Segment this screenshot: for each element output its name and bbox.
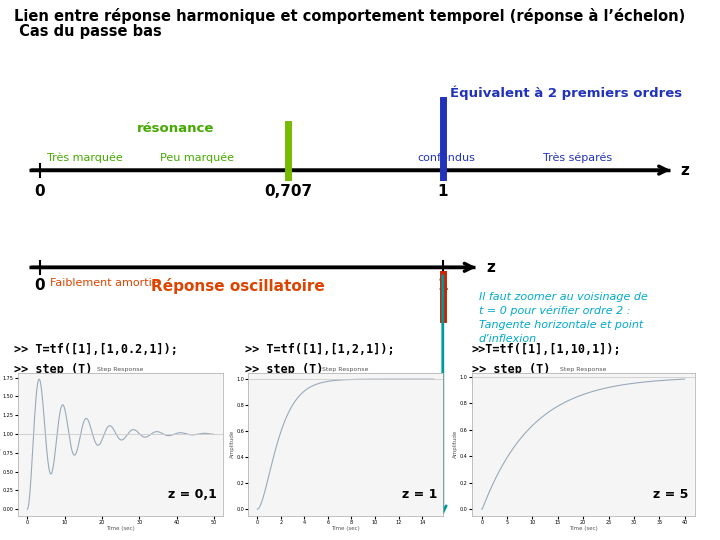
Text: >> T=tf([1],[1,2,1]);
>> step (T): >> T=tf([1],[1,2,1]); >> step (T) [245, 343, 395, 376]
Text: Très séparés: Très séparés [543, 153, 612, 163]
Text: Lien entre réponse harmonique et comportement temporel (réponse à l’échelon): Lien entre réponse harmonique et comport… [14, 8, 685, 24]
Title: Step Response: Step Response [323, 367, 369, 372]
Y-axis label: Amplitude: Amplitude [0, 430, 1, 458]
Text: Cas du passe bas: Cas du passe bas [14, 24, 162, 39]
Text: 1: 1 [438, 278, 448, 293]
Text: 0,707: 0,707 [264, 184, 312, 199]
X-axis label: Time (sec): Time (sec) [107, 526, 135, 531]
Text: >>T=tf([1],[1,10,1]);
>> step (T): >>T=tf([1],[1,10,1]); >> step (T) [472, 343, 621, 376]
Text: Équivalent à 2 premiers ordres: Équivalent à 2 premiers ordres [450, 85, 682, 100]
Text: 0: 0 [35, 278, 45, 293]
X-axis label: Time (sec): Time (sec) [331, 526, 360, 531]
Text: >> T=tf([1],[1,0.2,1]);
>> step (T): >> T=tf([1],[1,0.2,1]); >> step (T) [14, 343, 179, 376]
Text: Peu marquée: Peu marquée [160, 153, 234, 163]
Text: z = 0,1: z = 0,1 [168, 488, 217, 501]
X-axis label: Time (sec): Time (sec) [569, 526, 598, 531]
Y-axis label: Amplitude: Amplitude [230, 430, 235, 458]
Text: confondus: confondus [418, 153, 475, 163]
Text: Faiblement amortie: Faiblement amortie [50, 278, 159, 288]
Text: Réponse oscillatoire: Réponse oscillatoire [150, 278, 325, 294]
Title: Step Response: Step Response [560, 367, 606, 372]
Y-axis label: Amplitude: Amplitude [454, 430, 459, 458]
Text: 0: 0 [35, 184, 45, 199]
Text: z: z [680, 163, 689, 178]
Text: z: z [486, 260, 495, 275]
Text: 1: 1 [438, 184, 448, 199]
Text: z = 5: z = 5 [653, 488, 688, 501]
Text: z = 1: z = 1 [402, 488, 437, 501]
Text: Il faut zoomer au voisinage de
t = 0 pour vérifier ordre 2 :
Tangente horizontal: Il faut zoomer au voisinage de t = 0 pou… [479, 292, 648, 345]
Text: résonance: résonance [137, 122, 214, 135]
Text: Très marquée: Très marquée [47, 153, 122, 163]
Title: Step Response: Step Response [97, 367, 144, 372]
